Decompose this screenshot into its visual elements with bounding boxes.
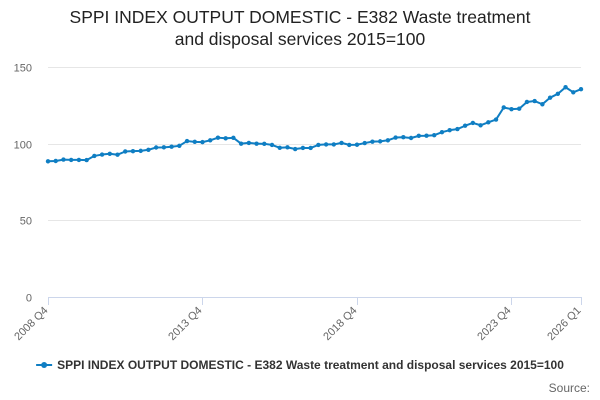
- data-point[interactable]: [123, 149, 128, 154]
- data-point[interactable]: [68, 157, 74, 163]
- source-label: Source:: [548, 381, 590, 395]
- legend[interactable]: SPPI INDEX OUTPUT DOMESTIC - E382 Waste …: [0, 356, 600, 374]
- data-point[interactable]: [517, 106, 522, 111]
- chart-title-line-1: SPPI INDEX OUTPUT DOMESTIC - E382 Waste …: [69, 7, 531, 27]
- data-point[interactable]: [509, 106, 514, 112]
- legend-item[interactable]: SPPI INDEX OUTPUT DOMESTIC - E382 Waste …: [36, 356, 564, 374]
- data-point[interactable]: [153, 145, 159, 150]
- data-point[interactable]: [501, 105, 506, 110]
- data-point[interactable]: [478, 123, 483, 128]
- data-point[interactable]: [231, 135, 236, 141]
- y-tick-label: 150: [14, 63, 32, 75]
- x-tick-label: 2023 Q4: [475, 305, 513, 343]
- x-axis: 2008 Q4 2013 Q4 2018 Q4 2023 Q4 2026 Q1: [12, 297, 584, 343]
- data-point[interactable]: [238, 141, 244, 146]
- y-tick-label: 0: [26, 293, 32, 305]
- data-point[interactable]: [223, 136, 228, 141]
- data-point[interactable]: [84, 157, 89, 163]
- data-point[interactable]: [130, 148, 136, 154]
- data-point[interactable]: [92, 153, 97, 159]
- y-tick-label: 100: [14, 140, 32, 152]
- data-point[interactable]: [393, 135, 398, 140]
- data-point[interactable]: [316, 142, 321, 148]
- data-point[interactable]: [555, 91, 561, 97]
- legend-label: SPPI INDEX OUTPUT DOMESTIC - E382 Waste …: [57, 358, 564, 372]
- data-point[interactable]: [177, 143, 182, 149]
- data-point[interactable]: [486, 120, 491, 125]
- data-point[interactable]: [347, 142, 352, 148]
- data-point[interactable]: [254, 141, 259, 146]
- data-point[interactable]: [571, 90, 576, 95]
- data-point[interactable]: [578, 87, 584, 92]
- y-tick-label: 50: [20, 216, 32, 228]
- data-point[interactable]: [339, 140, 344, 146]
- gridlines: [48, 67, 581, 298]
- data-point[interactable]: [76, 157, 82, 163]
- data-point[interactable]: [563, 85, 568, 90]
- data-point[interactable]: [377, 139, 383, 144]
- data-point[interactable]: [308, 145, 313, 151]
- data-point[interactable]: [493, 117, 499, 122]
- chart-title: SPPI INDEX OUTPUT DOMESTIC - E382 Waste …: [0, 6, 600, 50]
- y-axis: 0 50 100 150: [14, 63, 32, 305]
- data-point[interactable]: [192, 139, 197, 145]
- data-point[interactable]: [208, 138, 213, 143]
- data-point[interactable]: [470, 120, 476, 126]
- data-point[interactable]: [61, 157, 66, 162]
- data-point[interactable]: [45, 159, 51, 164]
- data-point[interactable]: [323, 142, 329, 147]
- data-point[interactable]: [200, 139, 205, 145]
- data-point[interactable]: [99, 152, 105, 157]
- x-tick-label: 2013 Q4: [166, 305, 204, 343]
- data-point[interactable]: [146, 147, 151, 152]
- x-tick-label: 2018 Q4: [321, 305, 359, 343]
- data-point[interactable]: [532, 98, 537, 104]
- data-point[interactable]: [246, 140, 252, 146]
- data-point[interactable]: [354, 142, 360, 147]
- data-point[interactable]: [424, 133, 429, 138]
- data-point[interactable]: [540, 102, 545, 107]
- data-point[interactable]: [447, 127, 452, 133]
- data-point[interactable]: [262, 141, 267, 147]
- series-line: [47, 86, 582, 163]
- data-point[interactable]: [401, 135, 406, 140]
- data-point[interactable]: [277, 145, 282, 151]
- data-point[interactable]: [184, 138, 190, 144]
- data-point[interactable]: [455, 126, 460, 132]
- data-point[interactable]: [53, 158, 58, 164]
- data-point[interactable]: [292, 146, 298, 152]
- data-point[interactable]: [385, 138, 391, 143]
- data-point[interactable]: [107, 151, 113, 156]
- data-point[interactable]: [161, 145, 167, 150]
- x-tick-label: 2026 Q1: [545, 305, 583, 343]
- data-point[interactable]: [300, 145, 306, 151]
- data-point[interactable]: [432, 133, 437, 138]
- data-point[interactable]: [547, 95, 553, 100]
- data-point[interactable]: [362, 140, 367, 146]
- data-point[interactable]: [439, 129, 445, 135]
- data-point[interactable]: [524, 99, 530, 105]
- data-point[interactable]: [138, 148, 143, 154]
- data-point[interactable]: [169, 144, 174, 149]
- data-point[interactable]: [285, 145, 290, 150]
- chart-title-line-2: and disposal services 2015=100: [174, 29, 426, 49]
- data-point[interactable]: [462, 123, 468, 128]
- series: [45, 85, 584, 164]
- legend-line-marker-icon: [36, 362, 53, 368]
- data-point[interactable]: [269, 142, 275, 148]
- data-point[interactable]: [370, 139, 375, 144]
- data-point[interactable]: [215, 135, 221, 140]
- data-point[interactable]: [408, 135, 414, 141]
- data-point[interactable]: [331, 142, 337, 147]
- data-point[interactable]: [416, 133, 421, 139]
- x-tick-label: 2008 Q4: [12, 305, 50, 343]
- data-point[interactable]: [115, 152, 120, 157]
